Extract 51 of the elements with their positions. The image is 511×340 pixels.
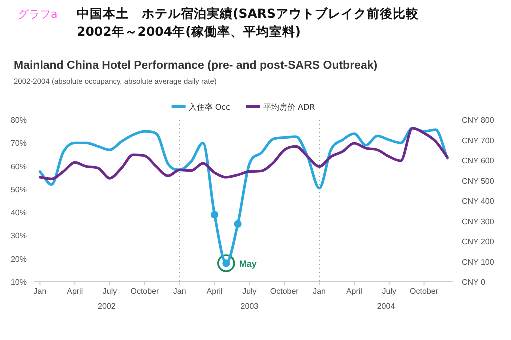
y2-tick-label: 100 bbox=[480, 258, 495, 267]
x-tick-label: Jan bbox=[34, 287, 47, 296]
text: CNY bbox=[462, 258, 479, 267]
x-tick-label: October bbox=[130, 287, 160, 296]
x-tick-label: July bbox=[242, 287, 257, 296]
text: グラフa bbox=[18, 8, 58, 21]
text: 2002年～2004年(稼働率、平均室料) bbox=[77, 24, 302, 39]
legend-label: 平均房价 ADR bbox=[263, 103, 316, 112]
x-tick-label: October bbox=[270, 287, 300, 296]
y2-tick-label: 700 bbox=[480, 136, 495, 146]
point bbox=[234, 220, 242, 228]
text: CNY bbox=[462, 116, 479, 125]
line-series bbox=[38, 127, 449, 180]
y2-tick-label: 500 bbox=[480, 176, 495, 186]
y2-axis-title: CNY bbox=[462, 278, 481, 287]
x-tick-label: Jan bbox=[313, 287, 326, 296]
y-tick-label: 40% bbox=[10, 208, 27, 218]
x-tick-label: Jan bbox=[173, 287, 186, 296]
y2-tick-label: 0 bbox=[480, 278, 486, 287]
text: 2002 bbox=[98, 302, 116, 311]
y-tick-label: 80% bbox=[10, 116, 27, 125]
x-tick-label: July bbox=[102, 287, 118, 296]
legend-label: 入住率 Occ bbox=[188, 103, 230, 112]
y2-tick-label: 800 bbox=[480, 116, 495, 125]
y-tick-label: 50% bbox=[10, 185, 27, 194]
y-tick-label: 20% bbox=[10, 254, 27, 264]
y2-tick-label: 600 bbox=[480, 156, 495, 166]
y-tick-label: 10% bbox=[10, 278, 27, 287]
x-tick-label: October bbox=[410, 287, 439, 296]
x-tick-label: April bbox=[206, 287, 224, 296]
point bbox=[210, 211, 219, 219]
text: 2004 bbox=[377, 302, 396, 311]
y-tick-label: 30% bbox=[10, 232, 27, 241]
text: CNY bbox=[462, 197, 479, 206]
text: 中国本土 ホテル宿泊実績(SARSアウトブレイク前後比較 bbox=[77, 6, 420, 21]
x-tick-label: July bbox=[382, 287, 396, 296]
y2-tick-label: 300 bbox=[480, 217, 495, 226]
text: CNY bbox=[462, 156, 479, 166]
y2-tick-label: 400 bbox=[480, 197, 495, 206]
y2-tick-label: 200 bbox=[480, 238, 495, 246]
text: CNY bbox=[462, 217, 479, 226]
x-tick-label: April bbox=[67, 287, 84, 296]
text: 2003 bbox=[240, 302, 260, 311]
text: CNY bbox=[462, 238, 479, 246]
annotation: May bbox=[239, 258, 257, 269]
y-tick-label: 60% bbox=[10, 162, 27, 172]
text: CNY bbox=[462, 136, 479, 146]
y-tick-label: 70% bbox=[10, 139, 27, 148]
chart-title: Mainland China Hotel Performance (pre- and post-SARS Outbreak) bbox=[14, 60, 378, 72]
x-tick-label: April bbox=[346, 287, 363, 296]
text: CNY bbox=[462, 176, 479, 186]
